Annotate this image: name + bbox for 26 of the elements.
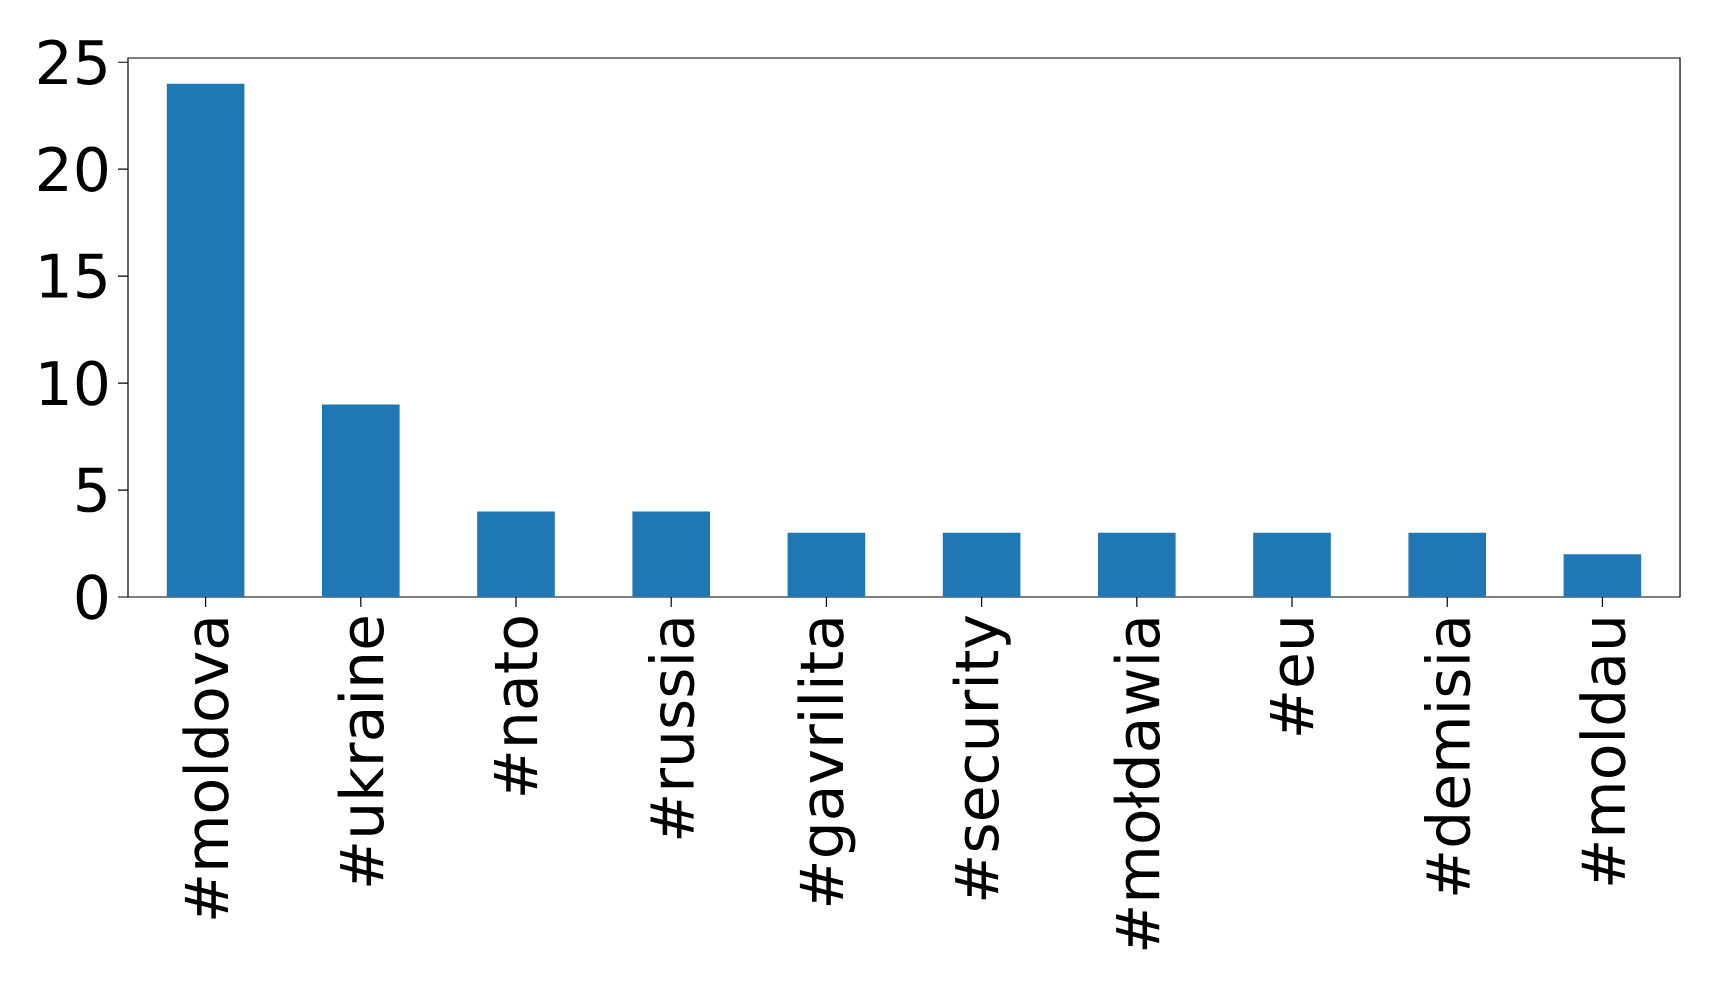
- x-tick-label: #nato: [494, 617, 538, 795]
- bar: [787, 532, 866, 597]
- bar: [1408, 532, 1487, 597]
- x-tick-label: #gavrilita: [797, 619, 856, 906]
- y-tick-label: 5: [77, 467, 106, 513]
- y-tick-label: 20: [39, 146, 107, 192]
- bar: [942, 532, 1021, 597]
- bar: [1253, 532, 1331, 597]
- x-tick-label: #security: [952, 615, 1011, 900]
- y-tick-label: 0: [76, 574, 107, 620]
- x-tick-label: #moldova: [182, 619, 229, 919]
- x-tick-label: #demisia: [1424, 619, 1471, 895]
- x-tick-label: #moldau: [1579, 619, 1626, 885]
- x-tick-label: #ukraine: [337, 617, 385, 886]
- y-tick-label: 15: [41, 253, 106, 299]
- x-tick-label: #russia: [647, 619, 695, 839]
- x-tick-label: #mołdawia: [1113, 619, 1161, 950]
- bar: [322, 404, 400, 597]
- bar: [166, 83, 245, 597]
- x-tick-label: #eu: [1270, 619, 1314, 735]
- bar: [1563, 554, 1642, 597]
- bar: [1098, 532, 1176, 597]
- bar: [632, 511, 711, 597]
- y-tick-label: 10: [41, 360, 107, 406]
- bar: [477, 511, 555, 597]
- y-tick-label: 25: [39, 39, 106, 85]
